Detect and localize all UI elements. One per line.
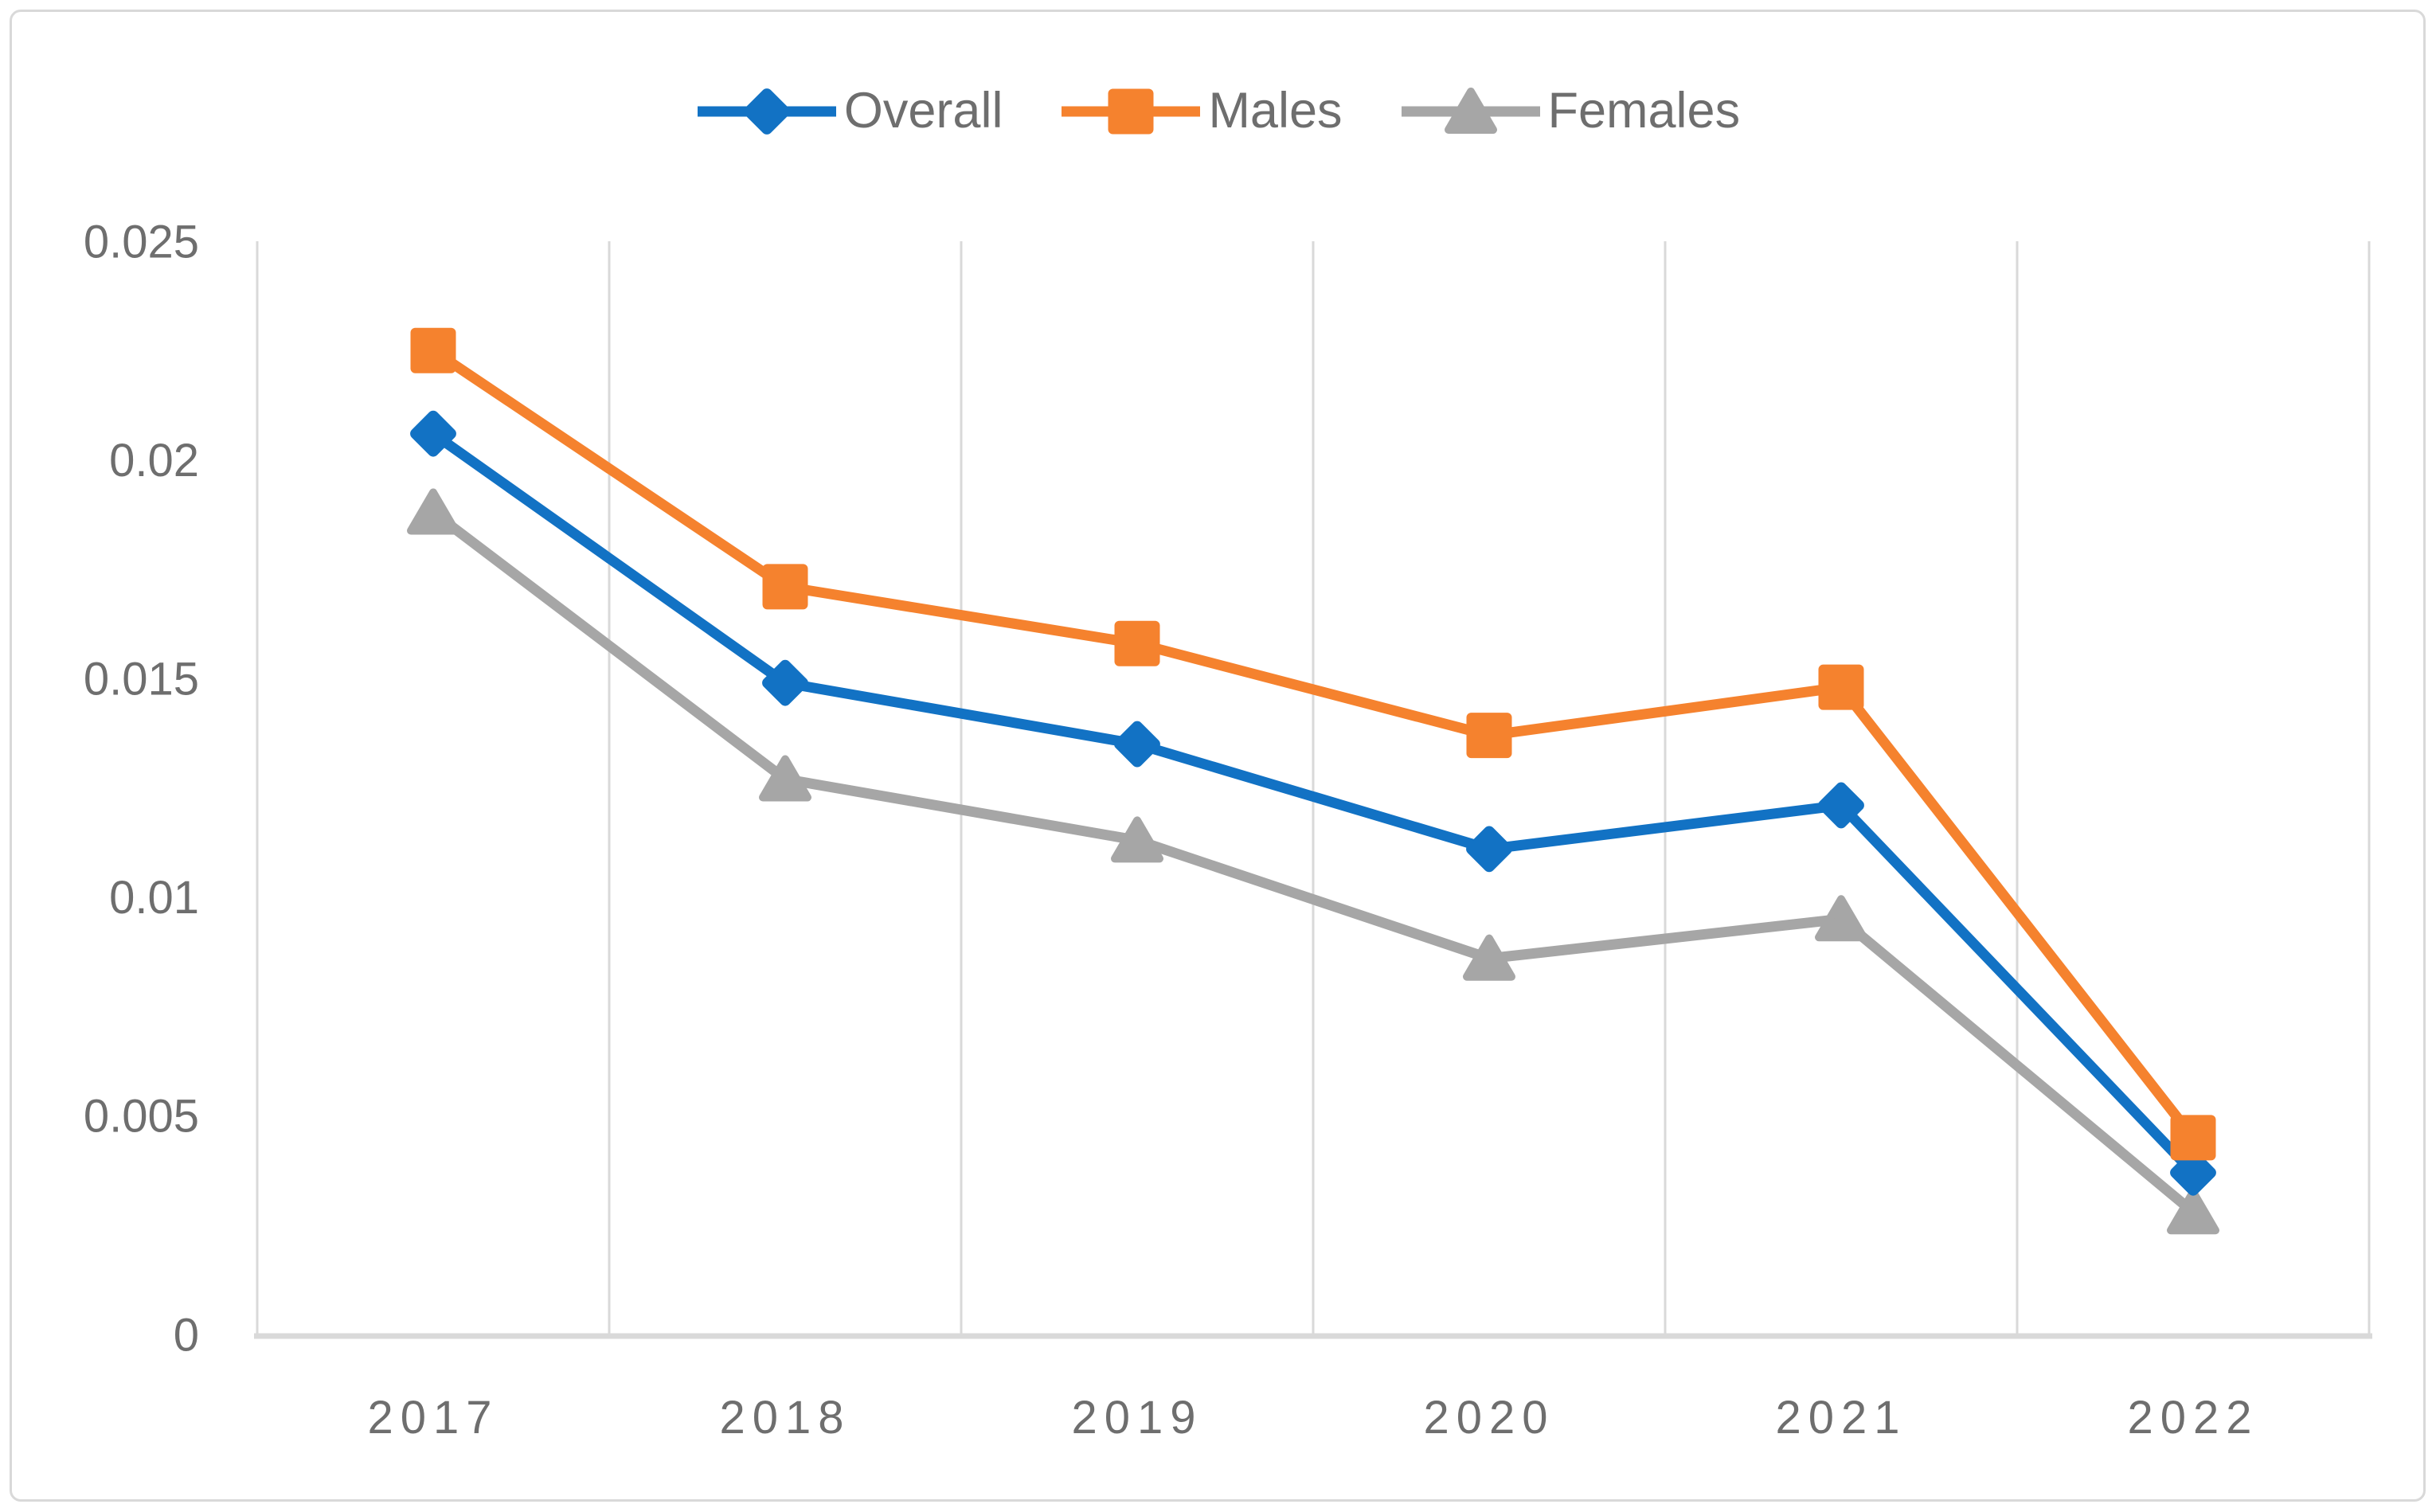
chart-border-frame — [10, 10, 2426, 1502]
series-overall-diamond-marker-icon — [410, 410, 456, 457]
series-females-triangle-marker-icon — [2167, 1188, 2219, 1235]
y-tick-label: 0.015 — [84, 654, 199, 705]
y-tick-label: 0.02 — [109, 435, 199, 486]
series-line-males — [428, 345, 2199, 1143]
series-females-triangle-marker-icon — [407, 488, 459, 535]
series-females-triangle-marker-icon — [759, 755, 811, 802]
series-females-triangle-marker-icon — [1815, 895, 1867, 942]
series-males-square-marker-icon — [2170, 1115, 2216, 1161]
series-females-triangle-marker-icon — [1111, 816, 1163, 863]
legend-line-triangle-icon — [1401, 87, 1540, 134]
series-overall-diamond-marker-icon — [1114, 721, 1160, 768]
legend-line-square-icon — [1062, 88, 1201, 134]
legend-item-overall: Overall — [696, 86, 1003, 136]
x-tick-label: 2021 — [1775, 1392, 1906, 1444]
series-overall-diamond-marker-icon — [1818, 782, 1864, 829]
x-tick-label: 2019 — [1071, 1392, 1202, 1444]
series-overall-diamond-marker-icon — [762, 659, 808, 706]
series-males-square-marker-icon — [410, 327, 456, 373]
legend-line-diamond-icon — [697, 88, 836, 135]
legend-label-overall: Overall — [843, 83, 1003, 139]
x-tick-label: 2020 — [1423, 1392, 1554, 1444]
series-line-females — [428, 507, 2199, 1217]
legend-label-males: Males — [1208, 83, 1343, 139]
series-males-square-marker-icon — [762, 564, 808, 610]
x-tick-label: 2017 — [367, 1392, 499, 1444]
y-tick-label: 0.01 — [109, 872, 199, 924]
x-tick-label: 2022 — [2127, 1392, 2258, 1444]
legend-diamond-marker-icon — [743, 88, 790, 135]
legend-label-females: Females — [1547, 83, 1741, 139]
legend-item-females: Females — [1400, 83, 1741, 139]
legend: Overall Males Females — [0, 86, 2436, 136]
y-tick-label: 0.025 — [84, 216, 199, 268]
series-overall-diamond-marker-icon — [2170, 1149, 2216, 1196]
series-males-square-marker-icon — [1114, 620, 1160, 666]
series-females-triangle-marker-icon — [1463, 934, 1515, 981]
series-males-square-marker-icon — [1818, 664, 1864, 710]
legend-triangle-marker-icon — [1444, 87, 1497, 134]
series-males-square-marker-icon — [1466, 713, 1512, 759]
series-overall-diamond-marker-icon — [1466, 826, 1512, 873]
legend-item-males: Males — [1060, 83, 1343, 139]
x-tick-label: 2018 — [719, 1392, 850, 1444]
y-tick-label: 0 — [174, 1309, 199, 1361]
legend-square-marker-icon — [1108, 88, 1154, 134]
series-line-overall — [428, 428, 2199, 1178]
y-tick-label: 0.005 — [84, 1091, 199, 1143]
